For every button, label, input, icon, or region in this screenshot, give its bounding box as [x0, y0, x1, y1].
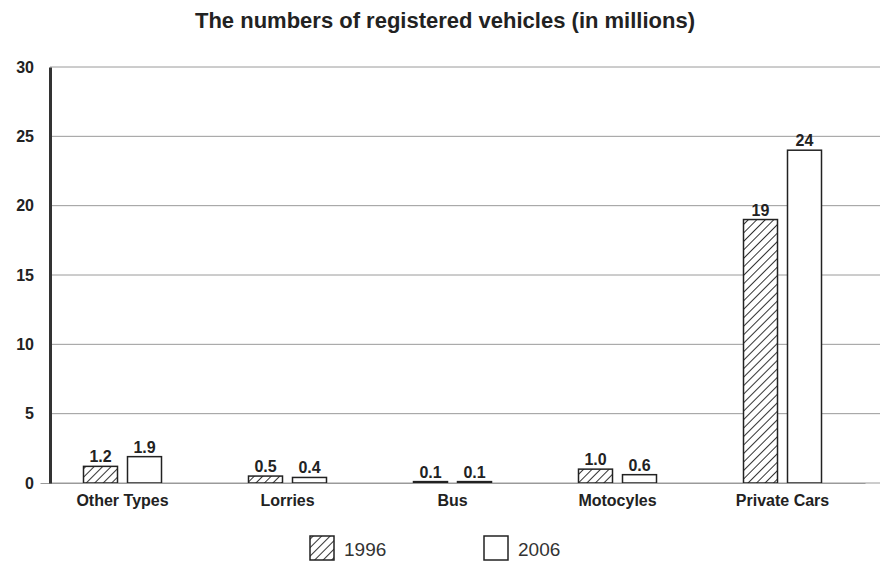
data-label: 0.6 [628, 457, 650, 474]
y-axis: 0 5 10 15 20 25 30 [16, 59, 50, 492]
y-axis-line [49, 68, 52, 484]
y-tick-label: 30 [16, 59, 34, 76]
bar [414, 482, 448, 483]
y-tick-label: 20 [16, 197, 34, 214]
x-axis-line [41, 483, 866, 484]
data-label: 0.5 [254, 458, 276, 475]
y-tick: 20 [16, 197, 50, 214]
data-label: 0.1 [419, 464, 441, 481]
data-label: 1.0 [584, 451, 606, 468]
bar [84, 466, 118, 483]
x-tick: Other Types [76, 483, 168, 509]
grid [50, 67, 880, 483]
y-tick: 15 [16, 267, 50, 284]
bar [249, 476, 283, 483]
data-labels: 1.2 0.5 0.1 1.0 19 1.9 0.4 0.1 0.6 24 [89, 132, 813, 480]
x-tick: Motocyles [578, 483, 656, 509]
bar [623, 475, 657, 483]
bar [788, 150, 822, 483]
data-label: 1.9 [133, 439, 155, 456]
bars [84, 150, 822, 483]
x-tick: Private Cars [736, 483, 829, 509]
x-tick: Lorries [260, 483, 314, 509]
bar [744, 220, 778, 483]
y-tick-label: 5 [25, 405, 34, 422]
y-tick: 0 [25, 475, 50, 492]
y-tick-label: 0 [25, 475, 34, 492]
y-tick-label: 25 [16, 128, 34, 145]
x-tick-label: Lorries [260, 492, 314, 509]
grid-line [50, 136, 880, 137]
x-axis: Other Types Lorries Bus Motocyles Private Ca… [41, 483, 866, 509]
x-tick-label: Motocyles [578, 492, 656, 509]
legend-label: 1996 [344, 539, 386, 560]
y-tick: 25 [16, 128, 50, 145]
y-tick-label: 15 [16, 267, 34, 284]
bar [579, 469, 613, 483]
y-tick-label: 10 [16, 336, 34, 353]
x-tick-label: Other Types [76, 492, 168, 509]
data-label: 0.1 [463, 464, 485, 481]
legend-swatch [484, 536, 508, 560]
grid-line [50, 67, 880, 68]
y-tick: 10 [16, 336, 50, 353]
bar [293, 477, 327, 483]
legend-swatch [310, 536, 334, 560]
x-tick: Bus [437, 483, 467, 509]
chart-svg: The numbers of registered vehicles (in m… [0, 0, 891, 570]
y-tick: 30 [16, 59, 50, 76]
x-tick-label: Private Cars [736, 492, 829, 509]
data-label: 19 [752, 202, 770, 219]
legend: 1996 2006 [310, 536, 560, 560]
chart-container: The numbers of registered vehicles (in m… [0, 0, 891, 570]
bar [128, 457, 162, 483]
data-label: 1.2 [89, 448, 111, 465]
y-tick: 5 [25, 405, 50, 422]
x-tick-label: Bus [437, 492, 467, 509]
bar [458, 482, 492, 483]
chart-title: The numbers of registered vehicles (in m… [195, 8, 695, 33]
legend-label: 2006 [518, 539, 560, 560]
data-label: 0.4 [298, 459, 320, 476]
data-label: 24 [796, 132, 814, 149]
